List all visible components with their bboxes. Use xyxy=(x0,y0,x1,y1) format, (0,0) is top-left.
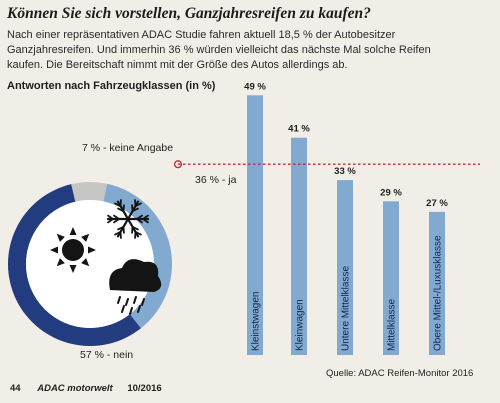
bar-value-label-2: 41 % xyxy=(288,124,310,135)
bar-5 xyxy=(429,211,445,355)
bar-value-label-5: 27 % xyxy=(426,198,448,209)
category-label-4: Mittelklasse xyxy=(387,298,398,351)
label-keine-angabe: 7 % - keine Angabe xyxy=(82,142,173,154)
page-footer: 44 ADAC motorwelt 10/2016 xyxy=(10,383,162,394)
publication-name: ADAC motorwelt xyxy=(37,383,113,394)
issue-number: 10/2016 xyxy=(127,383,162,394)
intro-text: Nach einer repräsentativen ADAC Studie f… xyxy=(7,29,431,71)
bar-chart: 49 % Kleinstwagen 41 % Kleinwagen 33 % Untere… xyxy=(244,81,448,356)
donut-slice-ja xyxy=(103,183,173,329)
sun-icon xyxy=(50,227,96,273)
bar-1 xyxy=(247,95,263,356)
donut-center xyxy=(26,200,154,328)
donut-slice-keine-angabe xyxy=(71,182,108,202)
category-label-1: Kleinstwagen xyxy=(251,292,262,351)
donut-chart: 7 % - keine Angabe 36 % - ja 57 % - nein xyxy=(7,142,237,361)
bar-2 xyxy=(291,137,307,355)
rain-cloud-icon xyxy=(109,259,162,315)
snowflake-icon xyxy=(106,199,150,239)
reference-line-group xyxy=(173,160,480,169)
bar-value-label-3: 33 % xyxy=(334,166,356,177)
bar-value-label-4: 29 % xyxy=(380,187,402,198)
weather-icons xyxy=(50,199,162,315)
donut-slice-nein xyxy=(7,184,141,346)
page-number: 44 xyxy=(10,383,21,394)
category-label-3: Untere Mittelklasse xyxy=(341,266,352,351)
reference-line-marker xyxy=(173,160,183,169)
bar-3 xyxy=(337,180,353,355)
source-note: Quelle: ADAC Reifen-Monitor 2016 xyxy=(326,368,474,379)
category-label-2: Kleinwagen xyxy=(295,299,306,351)
chart-title: Können Sie sich vorstellen, Ganzjahresre… xyxy=(7,5,371,22)
bar-value-label-1: 49 % xyxy=(244,81,266,92)
label-ja: 36 % - ja xyxy=(195,174,237,186)
label-nein: 57 % - nein xyxy=(80,349,133,361)
category-label-5: Obere Mittel-/Luxusklasse xyxy=(433,235,444,351)
chart-subtitle: Antworten nach Fahrzeugklassen (in %) xyxy=(7,80,216,92)
bar-4 xyxy=(383,201,399,355)
